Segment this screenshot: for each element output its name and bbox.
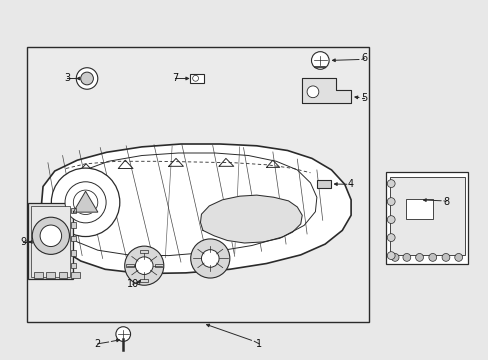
Bar [71, 236, 76, 241]
Circle shape [441, 253, 449, 261]
Circle shape [201, 250, 219, 267]
Bar [71, 272, 80, 278]
Circle shape [306, 86, 318, 98]
Polygon shape [200, 195, 302, 243]
Circle shape [81, 72, 93, 85]
Circle shape [428, 253, 436, 261]
Polygon shape [302, 78, 350, 103]
Circle shape [65, 182, 106, 223]
Bar [46, 272, 55, 278]
Polygon shape [41, 144, 350, 274]
Bar [71, 263, 76, 268]
Bar [31, 206, 70, 277]
Bar [316, 180, 330, 188]
Bar [71, 222, 76, 228]
Circle shape [386, 216, 394, 224]
Bar [386, 172, 468, 264]
Circle shape [40, 225, 61, 247]
Bar [71, 250, 76, 256]
Bar [71, 208, 76, 213]
Circle shape [76, 68, 98, 89]
Bar [140, 250, 148, 253]
Text: 9: 9 [20, 237, 26, 247]
Circle shape [51, 168, 120, 237]
Bar [34, 272, 43, 278]
Circle shape [192, 75, 198, 81]
Text: 2: 2 [95, 339, 101, 349]
Bar [28, 203, 73, 279]
Circle shape [402, 253, 410, 261]
Text: 3: 3 [64, 73, 70, 84]
Circle shape [135, 257, 153, 274]
Text: 4: 4 [347, 179, 353, 189]
Text: 10: 10 [126, 279, 139, 289]
Bar [140, 279, 148, 282]
Text: 5: 5 [361, 93, 366, 103]
Text: 8: 8 [442, 197, 448, 207]
Circle shape [190, 239, 229, 278]
Circle shape [124, 246, 163, 285]
Circle shape [116, 327, 130, 341]
Polygon shape [73, 191, 98, 212]
Bar [27, 47, 368, 322]
Circle shape [386, 234, 394, 242]
Bar [189, 74, 204, 83]
Bar [405, 199, 432, 219]
Circle shape [386, 180, 394, 188]
Circle shape [73, 190, 98, 215]
Circle shape [386, 198, 394, 206]
Circle shape [32, 217, 69, 255]
Text: 1: 1 [256, 339, 262, 349]
Bar [389, 177, 464, 255]
Bar [126, 264, 134, 267]
Circle shape [311, 52, 328, 69]
Circle shape [386, 252, 394, 260]
Bar [59, 272, 67, 278]
Circle shape [454, 253, 462, 261]
Text: 7: 7 [172, 73, 178, 84]
Circle shape [415, 253, 423, 261]
Circle shape [390, 253, 398, 261]
Text: 6: 6 [361, 53, 366, 63]
Bar [154, 264, 162, 267]
